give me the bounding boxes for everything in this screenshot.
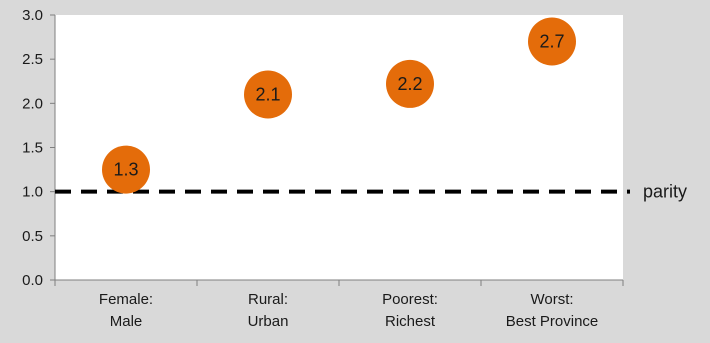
data-label: 2.7 xyxy=(539,32,564,52)
y-tick-label: 0.5 xyxy=(22,228,43,245)
plot-area xyxy=(55,15,623,280)
y-tick-label: 2.0 xyxy=(22,95,43,112)
data-point xyxy=(386,59,434,108)
data-label: 2.2 xyxy=(397,74,422,94)
data-label: 1.3 xyxy=(113,160,138,180)
data-point xyxy=(528,17,576,66)
y-tick-label: 1.5 xyxy=(22,140,43,157)
axes: 0.0 0.5 1.0 1.5 2.0 2.5 3.0 Female: Male Rural: Ur… xyxy=(22,7,624,330)
x-category-label: Worst: Best Province xyxy=(506,291,599,330)
data-marks: parity 1.3 2.1 2.2 2.7 xyxy=(55,17,687,202)
data-point xyxy=(244,70,292,119)
data-label: 2.1 xyxy=(255,85,280,105)
parity-label: parity xyxy=(643,182,687,202)
data-point xyxy=(102,145,150,194)
y-tick-label: 0.0 xyxy=(22,272,43,289)
x-category-label: Poorest: Richest xyxy=(382,291,438,330)
y-tick-label: 3.0 xyxy=(22,7,43,24)
x-category-label: Rural: Urban xyxy=(248,291,289,330)
y-tick-label: 2.5 xyxy=(22,51,43,68)
y-tick-label: 1.0 xyxy=(22,184,43,201)
x-category-label: Female: Male xyxy=(99,291,153,330)
